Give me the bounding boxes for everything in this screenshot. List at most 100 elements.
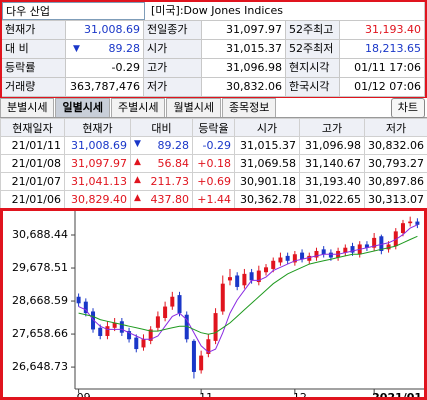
chart-panel: 26,648.73 27,658.66 28,668.59 29,678.51 30,6… bbox=[0, 208, 427, 400]
candle-body bbox=[372, 237, 377, 248]
y-tick-label: 30,688.44 bbox=[12, 228, 68, 241]
symbol-select[interactable]: 다우 산업 bbox=[2, 2, 145, 20]
quote-label: 시가 bbox=[144, 40, 202, 58]
open: 31,015.37 bbox=[234, 136, 300, 155]
daily-row: 21/01/11 31,008.69 ▼ 89.28 -0.29 31,015.37 31,… bbox=[0, 136, 427, 155]
change-arrow: ▲ bbox=[134, 193, 141, 203]
candle-body bbox=[170, 296, 175, 307]
rate: +0.69 bbox=[192, 172, 235, 191]
candle-body bbox=[408, 221, 413, 224]
y-tick-label: 29,678.51 bbox=[12, 261, 68, 274]
tab[interactable]: 분별시세 bbox=[0, 98, 55, 117]
daily-table: 현재일자 현재가 대비 등락율 시가 고가 저가 21/01/11 31,008.69 ▼ 89.2… bbox=[0, 118, 427, 209]
column-header: 고가 bbox=[299, 118, 365, 137]
close: 31,041.13 bbox=[64, 172, 131, 191]
rate: +1.44 bbox=[192, 190, 235, 209]
candle-body bbox=[285, 255, 290, 261]
quote-label: 등락률 bbox=[2, 59, 66, 77]
quote-label: 대 비 bbox=[2, 40, 66, 58]
quote-value: 31,193.40 bbox=[340, 21, 425, 39]
candle-body bbox=[127, 331, 132, 340]
y-tick-label: 27,658.66 bbox=[12, 327, 68, 340]
quote-row: 등락률 -0.29 고가 31,096.98 현지시각 01/11 17:06 bbox=[2, 59, 425, 78]
candle-body bbox=[141, 339, 146, 348]
date: 21/01/07 bbox=[0, 172, 65, 191]
daily-row: 21/01/06 30,829.40 ▲ 437.80 +1.44 30,362.78 31… bbox=[0, 190, 427, 209]
quote-row: 대 비 ▼ 89.28 시가 31,015.37 52주최저 18,213.65 bbox=[2, 40, 425, 59]
candle-body bbox=[314, 250, 319, 258]
candle-body bbox=[400, 223, 405, 233]
y-tick-label: 26,648.73 bbox=[12, 360, 68, 373]
low: 30,897.86 bbox=[364, 172, 427, 191]
quote-number: 363,787,476 bbox=[70, 80, 140, 93]
quote-number: 01/12 07:06 bbox=[354, 80, 421, 93]
quote-value: -0.29 bbox=[66, 59, 144, 77]
quote-number: 31,193.40 bbox=[365, 23, 421, 36]
moving-average bbox=[78, 235, 418, 335]
candle-body bbox=[227, 277, 232, 281]
candle-body bbox=[292, 254, 297, 263]
candle-body bbox=[386, 244, 391, 250]
x-tick-label: 11 bbox=[199, 391, 213, 397]
candle-body bbox=[206, 339, 211, 354]
open: 31,069.58 bbox=[234, 154, 300, 173]
quote-label: 한국시각 bbox=[286, 78, 340, 96]
candle-body bbox=[321, 249, 326, 255]
tab[interactable]: 주별시세 bbox=[110, 98, 166, 117]
candle-body bbox=[91, 311, 96, 330]
change: ▲ 437.80 bbox=[130, 190, 193, 209]
quote-label: 52주최고 bbox=[286, 21, 340, 39]
quote-value: 18,213.65 bbox=[340, 40, 425, 58]
candle-body bbox=[242, 273, 247, 286]
low: 30,313.07 bbox=[364, 190, 427, 209]
tab[interactable]: 월별시세 bbox=[166, 98, 221, 117]
tab[interactable]: 종목정보 bbox=[221, 98, 277, 117]
candle-body bbox=[213, 313, 218, 341]
chart-button[interactable]: 차트 bbox=[390, 98, 425, 118]
rate: +0.18 bbox=[192, 154, 235, 173]
candle-body bbox=[249, 272, 254, 281]
quote-number: 89.28 bbox=[108, 42, 141, 55]
candle-body bbox=[155, 316, 160, 328]
change-value: 211.73 bbox=[150, 175, 190, 188]
candle-body bbox=[256, 270, 261, 283]
candle-body bbox=[271, 260, 276, 269]
candle-body bbox=[300, 252, 305, 260]
candle-body bbox=[350, 246, 355, 253]
moving-average bbox=[78, 224, 418, 353]
quote-label: 저가 bbox=[144, 78, 202, 96]
change-value: 89.28 bbox=[157, 139, 190, 152]
column-header: 저가 bbox=[364, 118, 427, 137]
quote-value: 01/11 17:06 bbox=[340, 59, 425, 77]
candle-body bbox=[112, 322, 117, 328]
quote-label: 고가 bbox=[144, 59, 202, 77]
market-name: [미국]:Dow Jones Indices bbox=[145, 2, 425, 20]
candle-body bbox=[76, 296, 81, 304]
quote-label: 현재가 bbox=[2, 21, 66, 39]
column-header: 현재가 bbox=[64, 118, 131, 137]
y-tick-label: 28,668.59 bbox=[12, 294, 68, 307]
candle-body bbox=[177, 295, 182, 314]
candle-body bbox=[191, 340, 196, 372]
change-arrow: ▼ bbox=[134, 139, 141, 149]
quote-number: 01/11 17:06 bbox=[354, 61, 421, 74]
candle-body bbox=[98, 327, 103, 336]
tab[interactable]: 일별시세 bbox=[55, 98, 110, 117]
daily-row: 21/01/08 31,097.97 ▲ 56.84 +0.18 31,069.58 31,… bbox=[0, 154, 427, 173]
quote-number: -0.29 bbox=[111, 61, 140, 74]
quote-label: 52주최저 bbox=[286, 40, 340, 58]
quote-value: 31,096.98 bbox=[202, 59, 286, 77]
quote-number: 18,213.65 bbox=[365, 42, 421, 55]
close: 30,829.40 bbox=[64, 190, 131, 209]
candle-body bbox=[105, 326, 110, 336]
candle-body bbox=[264, 267, 269, 273]
change: ▼ 89.28 bbox=[130, 136, 193, 155]
change-arrow: ▲ bbox=[134, 175, 141, 185]
candle-body bbox=[278, 257, 283, 263]
change-value: 56.84 bbox=[157, 157, 190, 170]
candle-body bbox=[393, 231, 398, 247]
date: 21/01/08 bbox=[0, 154, 65, 173]
change-arrow: ▼ bbox=[73, 44, 80, 54]
daily-row: 21/01/07 31,041.13 ▲ 211.73 +0.69 30,901.18 31… bbox=[0, 172, 427, 191]
